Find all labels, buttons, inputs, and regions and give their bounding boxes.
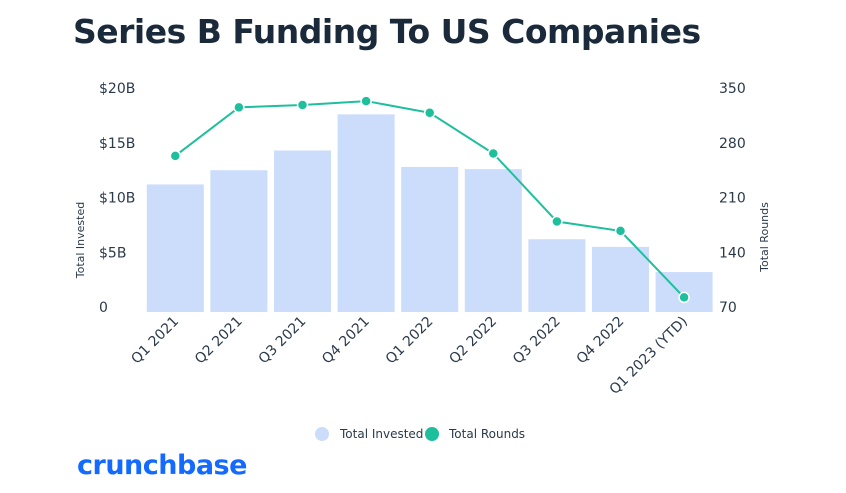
crunchbase-logo: crunchbase xyxy=(77,450,247,481)
y-right-tick-label: 210 xyxy=(719,191,746,207)
x-tick-label: Q1 2022 xyxy=(383,314,437,368)
rounds-point xyxy=(233,101,245,114)
rounds-point xyxy=(614,225,627,237)
bar-q4-2021 xyxy=(337,114,395,312)
legend-label-invested: Total Invested xyxy=(339,427,423,441)
y-left-tick-label: $10B xyxy=(99,191,135,207)
bar-q1-2021 xyxy=(146,184,204,312)
bar-q3-2022 xyxy=(528,239,586,312)
x-tick-label: Q2 2021 xyxy=(192,314,246,368)
y-right-tick-label: 280 xyxy=(719,136,746,152)
y-left-tick-label: $15B xyxy=(99,136,135,152)
y-left-tick-label: 0 xyxy=(99,300,108,316)
rounds-point xyxy=(423,107,436,119)
legend-swatch-rounds xyxy=(425,427,439,441)
bar-q1-2022 xyxy=(401,166,459,312)
legend-swatch-invested xyxy=(315,427,329,441)
y-right-tick-label: 350 xyxy=(719,81,746,97)
x-tick-label: Q3 2021 xyxy=(256,314,310,368)
y-right-tick-label: 70 xyxy=(719,300,737,316)
rounds-point xyxy=(678,291,690,304)
rounds-point xyxy=(296,99,309,111)
x-tick-label: Q1 2021 xyxy=(128,314,182,368)
x-tick-label: Q4 2022 xyxy=(574,314,628,368)
rounds-point xyxy=(169,150,182,162)
bar-q2-2021 xyxy=(210,170,268,312)
bar-q3-2021 xyxy=(274,150,331,312)
bar-q2-2022 xyxy=(464,169,522,312)
rounds-point xyxy=(551,215,563,228)
bar-q4-2022 xyxy=(592,246,649,312)
legend-label-rounds: Total Rounds xyxy=(448,427,525,441)
x-tick-label: Q4 2021 xyxy=(319,314,373,368)
x-tick-label: Q3 2022 xyxy=(510,314,564,368)
x-tick-label: Q2 2022 xyxy=(446,314,500,368)
y-left-tick-label: $20B xyxy=(99,81,135,97)
rounds-point xyxy=(360,95,372,107)
rounds-point xyxy=(487,147,500,160)
y-right-tick-label: 140 xyxy=(719,245,746,261)
y-left-axis-label: Total Invested xyxy=(74,202,87,279)
y-right-axis-label: Total Rounds xyxy=(758,202,771,273)
y-left-tick-label: $5B xyxy=(99,245,126,261)
chart-title: Series B Funding To US Companies xyxy=(73,12,701,51)
